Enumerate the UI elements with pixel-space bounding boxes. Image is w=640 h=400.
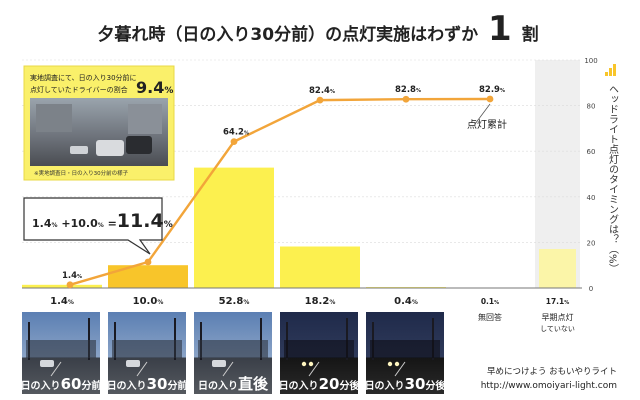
dusk-road-photo: 日の入り60分前 [21, 312, 102, 394]
photo-lane-line [308, 361, 320, 377]
cumulative-line [69, 97, 491, 286]
y-tick-label: 20 [587, 239, 596, 247]
cumulative-point-label: 82.4% [309, 86, 335, 96]
photo-car [40, 360, 54, 367]
category-label: 日の入り60分前 [21, 375, 102, 393]
inset-photo-caption: ※実地調査日・日の入り30分前の様子 [34, 169, 129, 177]
cumulative-line-series: 1.4% 64.2% 82.4% 82.8% 82.9% [62, 85, 505, 289]
cumulative-point [66, 281, 74, 289]
inset-text-line1: 実地調査にて、日の入り30分前に [30, 73, 137, 82]
y-axis-ticks: 0 20 40 60 80 100 [584, 57, 597, 293]
photo-treeline [112, 340, 182, 358]
y-tick-label: 0 [589, 285, 593, 293]
photo-strip: 日の入り60分前 日の入り30分前 日の入り直後 日の入り20分後 日の入り30分後 [21, 312, 447, 394]
bars [22, 167, 576, 289]
category-label: 日の入り20分後 [279, 375, 361, 393]
bar-value-labels: 1.4% 10.0% 52.8% 18.2% 0.4% 0.1% 17.1% [50, 296, 569, 307]
footer-url[interactable]: http://www.omoiyari-light.com [481, 381, 617, 391]
photo-lane-line [394, 361, 406, 377]
bar-value-label: 52.8% [219, 296, 250, 307]
footer-brand: 早めにつけよう おもいやりライト [487, 367, 617, 377]
bar [108, 265, 188, 288]
photo-pole [346, 318, 348, 360]
photo-pole [432, 318, 434, 360]
inset-value: 9.4% [136, 78, 173, 97]
cumulative-point [316, 96, 324, 104]
y-tick-label: 60 [587, 148, 596, 156]
title-suffix: 割 [522, 24, 539, 45]
y-tick-label: 100 [584, 57, 597, 65]
bar [539, 249, 576, 288]
photo-lane-line [50, 361, 62, 377]
callout-box [23, 197, 163, 255]
inset-text-line2: 点灯していたドライバーの割合 [30, 85, 128, 94]
cumulative-point [486, 95, 494, 103]
legend-cumulative: 点灯累計 [467, 118, 507, 131]
cumulative-point [144, 258, 152, 266]
category-label: 日の入り直後 [198, 375, 269, 393]
photo-treeline [198, 340, 268, 358]
photo-lane-line [222, 361, 234, 377]
category-label: 日の入り30分後 [365, 375, 447, 393]
cumulative-point-label: 64.2% [223, 128, 249, 138]
category-label-line2: していない [540, 325, 575, 333]
photo-pole [88, 318, 90, 360]
survey-inset: 実地調査にて、日の入り30分前に 点灯していたドライバーの割合 9.4% ※実地… [23, 65, 175, 181]
category-label: 早期点灯 [542, 312, 574, 322]
night-road-photo: 日の入り30分後 [365, 312, 447, 394]
legend-leader-line [474, 103, 491, 125]
cumulative-point [402, 95, 410, 103]
inset-photo-details [36, 104, 162, 156]
cumulative-point-label: 82.9% [479, 85, 505, 95]
photo-lane-line [136, 361, 148, 377]
photo-treeline [370, 340, 440, 358]
y-tick-label: 80 [587, 103, 596, 111]
bar-value-label: 0.4% [394, 296, 418, 307]
bar-value-label: 10.0% [133, 296, 164, 307]
headlight-icon [605, 64, 616, 76]
photo-headlight [308, 361, 314, 367]
photo-treeline [26, 340, 96, 358]
photo-headlight [301, 361, 307, 367]
cumulative-point [230, 138, 238, 146]
photo-headlight [387, 361, 393, 367]
category-label: 日の入り30分前 [107, 375, 188, 393]
title-big-number: 1 [488, 9, 512, 49]
title-main: 夕暮れ時（日の入り30分前）の点灯実施はわずか [97, 24, 478, 45]
cumulative-point-label: 82.8% [395, 85, 421, 95]
photo-pole [174, 318, 176, 360]
bar [194, 167, 274, 288]
category-label: 無回答 [478, 312, 502, 322]
chart-title: 夕暮れ時（日の入り30分前）の点灯実施はわずか 1 割 [97, 9, 538, 49]
photo-headlight [394, 361, 400, 367]
callout-text: 1.4% +10.0% =11.4% [32, 210, 173, 232]
bar-value-label: 18.2% [305, 296, 336, 307]
photo-car [212, 360, 226, 367]
y-tick-label: 40 [587, 194, 596, 202]
bar [22, 284, 102, 288]
photo-pole [260, 318, 262, 360]
night-road-photo: 日の入り20分後 [279, 312, 361, 394]
y-axis-label: ヘッドライト点灯のタイミングは？（%） [607, 84, 619, 274]
photo-car [126, 360, 140, 367]
bar-value-label: 0.1% [481, 297, 499, 306]
bar [280, 246, 360, 288]
sum-callout: 1.4% +10.0% =11.4% [23, 197, 173, 255]
dusk-road-photo: 日の入り30分前 [107, 312, 188, 394]
bar-value-label: 1.4% [50, 296, 74, 307]
dusk-road-photo: 日の入り直後 [194, 312, 272, 394]
photo-treeline [284, 340, 354, 358]
cumulative-point-label: 1.4% [62, 271, 82, 281]
bar-value-label: 17.1% [546, 297, 570, 306]
